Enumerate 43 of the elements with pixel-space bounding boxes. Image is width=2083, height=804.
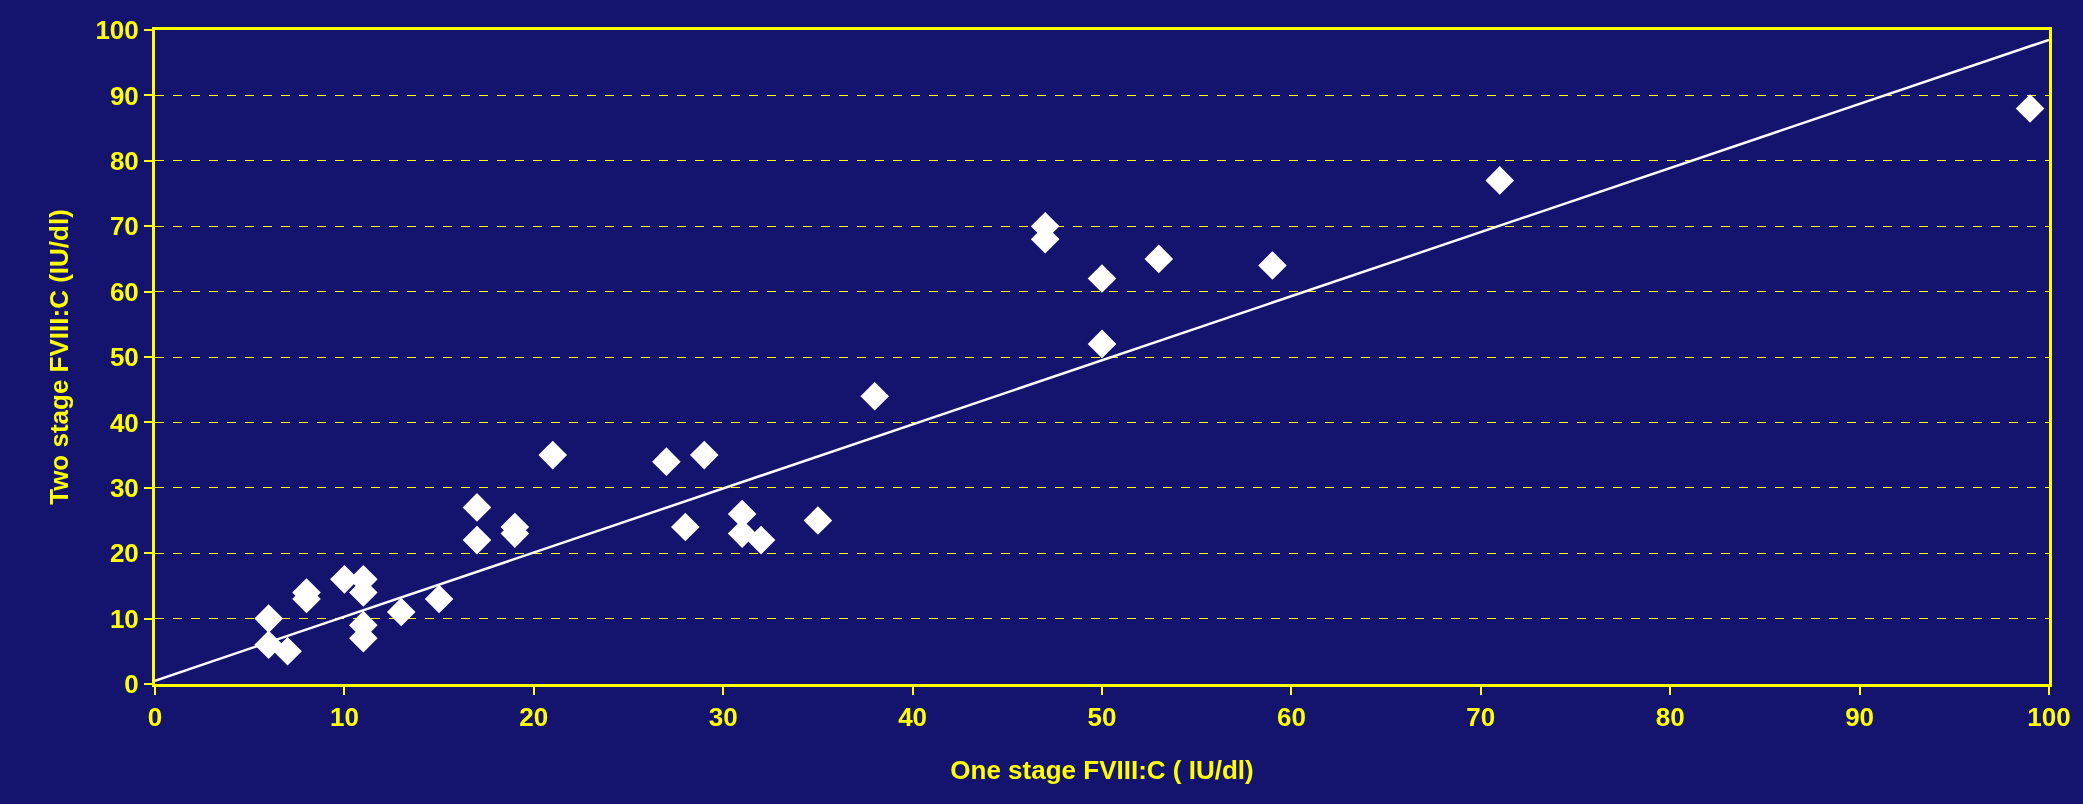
y-tick-label: 80 <box>109 145 139 176</box>
y-tick-label: 90 <box>109 80 139 111</box>
y-tick-label: 60 <box>109 276 139 307</box>
point <box>254 604 283 633</box>
point <box>386 597 416 627</box>
y-tick-label: 30 <box>109 472 139 503</box>
y-tick-label: 0 <box>124 669 139 700</box>
point <box>424 584 454 614</box>
point <box>1258 251 1287 280</box>
x-tick-label: 80 <box>1655 702 1685 733</box>
point <box>462 525 492 555</box>
point <box>1087 329 1117 359</box>
point <box>273 637 302 666</box>
point <box>462 493 492 522</box>
y-tick-label: 50 <box>109 342 139 373</box>
x-tick-label: 70 <box>1466 702 1496 733</box>
x-tick-label: 40 <box>898 702 928 733</box>
x-tick-label: 90 <box>1845 702 1875 733</box>
y-tick-label: 70 <box>109 211 139 242</box>
x-tick-label: 20 <box>519 702 549 733</box>
x-tick-label: 30 <box>708 702 738 733</box>
point <box>803 506 833 535</box>
y-axis-title: Two stage FVIII:C (IU/dl) <box>43 209 74 505</box>
point <box>671 512 700 542</box>
y-tick-label: 10 <box>109 603 139 634</box>
point <box>1087 264 1117 293</box>
point <box>652 447 681 476</box>
point <box>1485 166 1515 195</box>
y-tick-label: 20 <box>109 538 139 569</box>
y-tick-label: 100 <box>95 15 139 46</box>
point <box>1144 244 1174 274</box>
point <box>2015 94 2045 123</box>
x-tick-label: 60 <box>1276 702 1306 733</box>
x-axis-title: One stage FVIII:C ( IU/dl) <box>950 754 1254 785</box>
x-tick-label: 0 <box>147 702 163 733</box>
x-tick-label: 100 <box>2027 702 2071 733</box>
point <box>689 440 719 470</box>
y-tick-label: 40 <box>109 407 139 438</box>
point <box>746 525 776 555</box>
point <box>860 381 890 411</box>
point <box>538 440 568 470</box>
x-tick-label: 50 <box>1087 702 1117 733</box>
x-tick-label: 10 <box>329 702 359 733</box>
